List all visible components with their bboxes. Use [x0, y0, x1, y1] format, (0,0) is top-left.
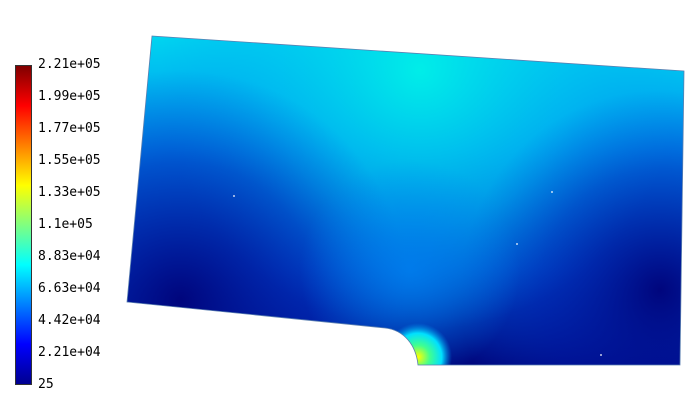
colorbar-tick-label: 2.21e+04	[38, 345, 101, 360]
colorbar-tick-label: 8.83e+04	[38, 249, 101, 264]
colorbar-tick-label: 25	[38, 377, 54, 392]
colorbar-tick-label: 1.55e+05	[38, 153, 101, 168]
colorbar-tick-label: 4.42e+04	[38, 313, 101, 328]
mesh-node	[233, 195, 235, 197]
domain-outline	[126, 35, 685, 366]
colorbar-tick-label: 1.77e+05	[38, 121, 101, 136]
colorbar-tick-label: 1.99e+05	[38, 89, 101, 104]
mesh-node	[516, 243, 518, 245]
colorbar-tick-label: 1.1e+05	[38, 217, 93, 232]
colorbar-tick-label: 2.21e+05	[38, 57, 101, 72]
mesh-node	[551, 191, 553, 193]
colorbar-tick-label: 1.33e+05	[38, 185, 101, 200]
colorbar	[15, 65, 32, 385]
contour-fill	[127, 36, 684, 365]
colorbar-tick-label: 6.63e+04	[38, 281, 101, 296]
mesh-node	[600, 354, 602, 356]
mesh-node-markers	[233, 191, 602, 356]
